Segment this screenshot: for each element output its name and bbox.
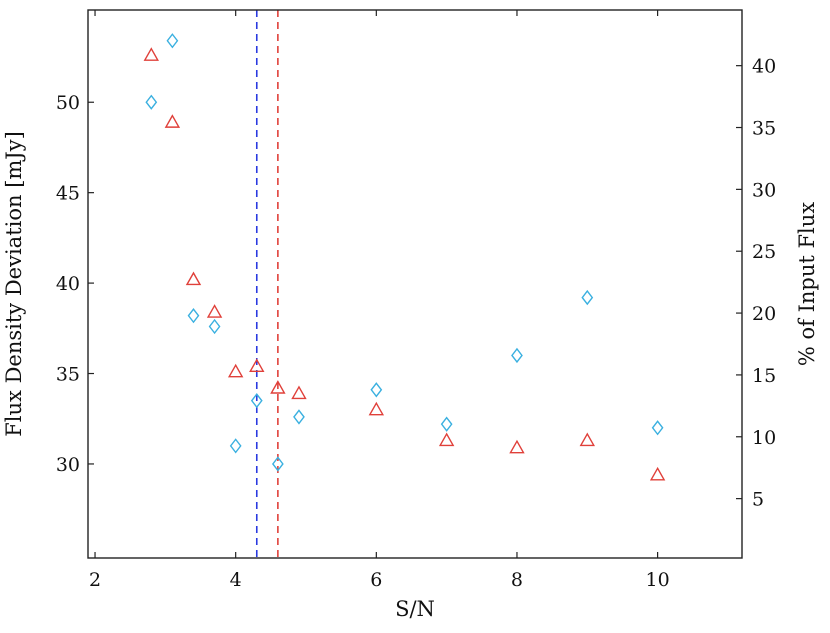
y2-tick-label: 15	[752, 365, 776, 387]
triangle-point	[185, 271, 202, 286]
diamond-point	[208, 318, 221, 335]
triangle-point	[227, 363, 244, 378]
y-tick-label: 50	[56, 92, 80, 114]
y2-axis-label: % of Input Flux	[795, 202, 819, 366]
y-tick-label: 30	[56, 454, 80, 476]
triangle-point	[649, 466, 666, 481]
axis-ticks: 2 4 6 8 10 30 35 40 45 50 5 10 15 20 25 30 35 40	[56, 10, 776, 591]
diamond-point	[440, 416, 453, 432]
y2-tick-label: 10	[752, 427, 776, 449]
y-tick-label: 45	[56, 183, 80, 205]
y2-tick-label: 40	[752, 56, 776, 78]
y-axis-label: Flux Density Deviation [mJy]	[2, 131, 26, 437]
diamond-point	[250, 393, 263, 409]
triangle-point	[291, 385, 307, 400]
triangle-point	[579, 432, 595, 447]
threshold-lines	[255, 10, 279, 558]
y2-tick-label: 30	[752, 179, 776, 201]
triangle-point	[164, 114, 181, 128]
diamond-point	[293, 409, 305, 425]
diamond-point	[581, 289, 594, 306]
triangle-point	[143, 47, 159, 61]
x-tick-label: 10	[646, 569, 670, 591]
y-tick-label: 35	[56, 364, 80, 386]
triangle-point	[249, 358, 265, 372]
diamond-point	[145, 94, 158, 110]
triangle-point	[509, 439, 525, 454]
diamond-point	[370, 382, 383, 398]
x-tick-label: 4	[230, 569, 242, 591]
triangle-point	[368, 401, 385, 416]
y-tick-label: 40	[56, 273, 80, 295]
x-axis-label: S/N	[395, 597, 435, 621]
x-tick-label: 2	[89, 569, 101, 591]
diamond-point	[187, 308, 200, 324]
diamond-point	[511, 347, 523, 364]
y2-tick-label: 20	[752, 303, 776, 325]
diamond-point	[229, 438, 242, 454]
triangle-point	[438, 432, 455, 447]
plot-frame	[87, 9, 743, 559]
diamond-point	[271, 456, 284, 472]
x-tick-label: 6	[370, 569, 382, 591]
y2-tick-label: 5	[752, 489, 764, 511]
triangle-point	[270, 380, 286, 394]
triangle-point	[206, 304, 223, 318]
y2-tick-label: 25	[752, 241, 776, 263]
y2-tick-label: 35	[752, 118, 776, 140]
diamond-point	[651, 420, 664, 436]
diamond-point	[166, 33, 179, 49]
x-tick-label: 8	[511, 569, 523, 591]
data-points	[143, 33, 666, 481]
